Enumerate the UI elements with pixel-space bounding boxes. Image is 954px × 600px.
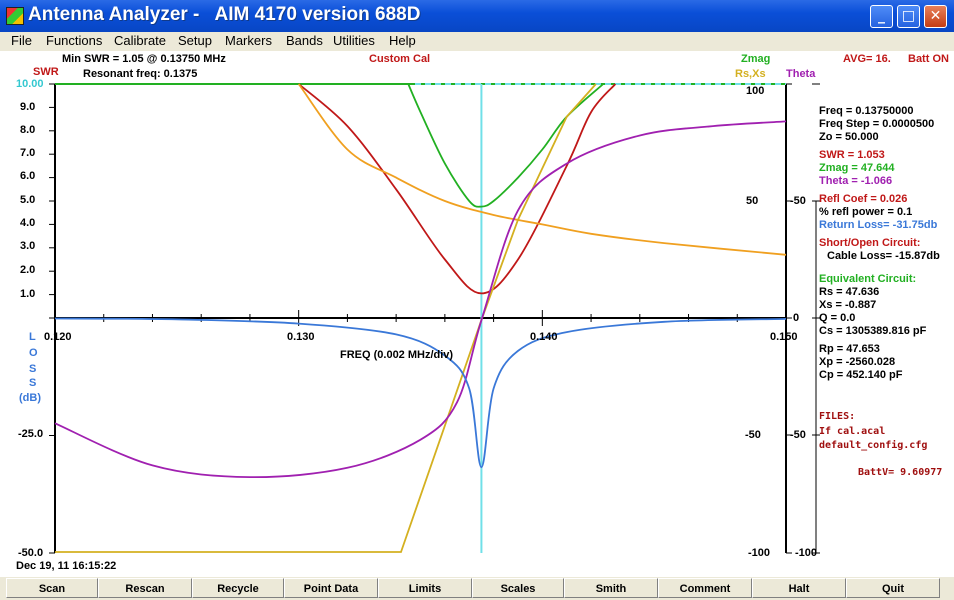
comment-button[interactable]: Comment bbox=[658, 578, 752, 598]
window-title: Antenna Analyzer - AIM 4170 version 688D bbox=[28, 4, 421, 25]
resonant-freq-label: Resonant freq: 0.1375 bbox=[83, 68, 198, 80]
readout-short-open: Short/Open Circuit: bbox=[819, 237, 921, 249]
rescan-button[interactable]: Rescan bbox=[98, 578, 192, 598]
swr-tick: 7.0 bbox=[20, 147, 36, 159]
loss-axis-letter: O bbox=[29, 347, 38, 359]
button-bar: Scan Rescan Recycle Point Data Limits Sc… bbox=[0, 577, 954, 600]
menu-bar: File Functions Calibrate Setup Markers B… bbox=[0, 32, 954, 51]
quit-button[interactable]: Quit bbox=[846, 578, 940, 598]
scan-button[interactable]: Scan bbox=[6, 578, 98, 598]
readout-rs: Rs = 47.636 bbox=[819, 286, 880, 298]
readout-cs: Cs = 1305389.816 pF bbox=[819, 325, 927, 337]
rs-curve bbox=[297, 83, 787, 256]
swr-curve bbox=[298, 83, 617, 295]
x-tick: 0.120 bbox=[44, 331, 72, 343]
batt-voltage: BattV= 9.60977 bbox=[858, 467, 943, 478]
menu-file[interactable]: File bbox=[11, 33, 32, 48]
batt-status: Batt ON bbox=[908, 53, 949, 65]
right-inner-tick: 100 bbox=[746, 85, 765, 97]
loss-tick: -25.0 bbox=[18, 428, 44, 440]
right-inner-tick: -100 bbox=[748, 547, 771, 559]
app-icon bbox=[6, 7, 24, 25]
return-loss-curve bbox=[54, 317, 787, 469]
readout-swr: SWR = 1.053 bbox=[819, 149, 885, 161]
point-data-button[interactable]: Point Data bbox=[284, 578, 378, 598]
menu-markers[interactable]: Markers bbox=[225, 33, 272, 48]
timestamp: Dec 19, 11 16:15:22 bbox=[16, 560, 117, 572]
swr-axis-label: SWR bbox=[33, 66, 59, 78]
readout-theta: Theta = -1.066 bbox=[819, 175, 893, 187]
minimize-button[interactable]: _ bbox=[870, 5, 893, 28]
readout-refl-power: % refl power = 0.1 bbox=[819, 206, 913, 218]
right-outer-tick: -100 bbox=[795, 547, 818, 559]
menu-bands[interactable]: Bands bbox=[286, 33, 323, 48]
loss-tick: -50.0 bbox=[18, 547, 44, 559]
x-tick: 0.130 bbox=[287, 331, 315, 343]
right-outer-tick: -50 bbox=[790, 195, 806, 207]
menu-functions[interactable]: Functions bbox=[46, 33, 103, 48]
menu-setup[interactable]: Setup bbox=[178, 33, 212, 48]
swr-tick: 9.0 bbox=[20, 101, 36, 113]
loss-axis-letter: S bbox=[29, 363, 37, 375]
readout-q: Q = 0.0 bbox=[819, 312, 856, 324]
menu-calibrate[interactable]: Calibrate bbox=[114, 33, 167, 48]
swr-tick: 4.0 bbox=[20, 217, 36, 229]
readout-return-loss: Return Loss= -31.75db bbox=[819, 219, 938, 231]
readout-refl-coef: Refl Coef = 0.026 bbox=[819, 193, 908, 205]
loss-axis-letter: L bbox=[29, 331, 36, 343]
swr-tick: 2.0 bbox=[20, 264, 36, 276]
readout-cable-loss: Cable Loss= -15.87db bbox=[827, 250, 940, 262]
maximize-button[interactable]: □ bbox=[897, 5, 920, 28]
min-swr-label: Min SWR = 1.05 @ 0.13750 MHz bbox=[62, 53, 226, 65]
smith-button[interactable]: Smith bbox=[564, 578, 658, 598]
halt-button[interactable]: Halt bbox=[752, 578, 846, 598]
right-inner-tick: -50 bbox=[745, 429, 761, 441]
readout-zo: Zo = 50.000 bbox=[819, 131, 879, 143]
readout-freq: Freq = 0.13750000 bbox=[819, 105, 914, 117]
x-tick: 0.150 bbox=[770, 331, 798, 343]
readout-zmag: Zmag = 47.644 bbox=[819, 162, 895, 174]
right-outer-tick: -50 bbox=[790, 429, 806, 441]
plot-chart bbox=[49, 83, 820, 554]
swr-tick: 6.0 bbox=[20, 170, 36, 182]
zmag-axis-label: Zmag bbox=[741, 53, 771, 65]
readout-xp: Xp = -2560.028 bbox=[819, 356, 896, 368]
readout-equiv-circuit: Equivalent Circuit: bbox=[819, 273, 917, 285]
menu-utilities[interactable]: Utilities bbox=[333, 33, 375, 48]
theta-axis-label: Theta bbox=[786, 68, 816, 80]
swr-tick: 5.0 bbox=[20, 194, 36, 206]
file-cal: If cal.acal bbox=[819, 426, 886, 437]
loss-axis-unit: (dB) bbox=[19, 392, 41, 404]
scales-button[interactable]: Scales bbox=[472, 578, 564, 598]
swr-tick: 10.00 bbox=[16, 78, 44, 90]
close-button[interactable]: ✕ bbox=[924, 5, 947, 28]
readout-cp: Cp = 452.140 pF bbox=[819, 369, 903, 381]
readout-xs: Xs = -0.887 bbox=[819, 299, 877, 311]
menu-help[interactable]: Help bbox=[389, 33, 416, 48]
swr-tick: 1.0 bbox=[20, 288, 36, 300]
loss-axis-letter: S bbox=[29, 377, 37, 389]
x-axis-title: FREQ (0.002 MHz/div) bbox=[340, 349, 454, 361]
files-heading: FILES: bbox=[819, 411, 856, 422]
readout-rp: Rp = 47.653 bbox=[819, 343, 880, 355]
theta-curve bbox=[54, 120, 787, 479]
title-bar: Antenna Analyzer - AIM 4170 version 688D… bbox=[0, 0, 954, 32]
limits-button[interactable]: Limits bbox=[378, 578, 472, 598]
custom-cal-label: Custom Cal bbox=[369, 53, 431, 65]
file-config: default_config.cfg bbox=[819, 440, 928, 451]
swr-tick: 3.0 bbox=[20, 240, 36, 252]
right-outer-tick: 0 bbox=[793, 312, 800, 324]
avg-label: AVG= 16. bbox=[843, 53, 891, 65]
recycle-button[interactable]: Recycle bbox=[192, 578, 284, 598]
plot-area: Min SWR = 1.05 @ 0.13750 MHz Resonant fr… bbox=[0, 51, 954, 577]
right-inner-tick: 50 bbox=[746, 195, 759, 207]
swr-tick: 8.0 bbox=[20, 124, 36, 136]
zmag-curve bbox=[407, 83, 604, 208]
x-tick: 0.140 bbox=[530, 331, 558, 343]
rsxs-axis-label: Rs,Xs bbox=[735, 68, 766, 80]
readout-freq-step: Freq Step = 0.0000500 bbox=[819, 118, 935, 130]
